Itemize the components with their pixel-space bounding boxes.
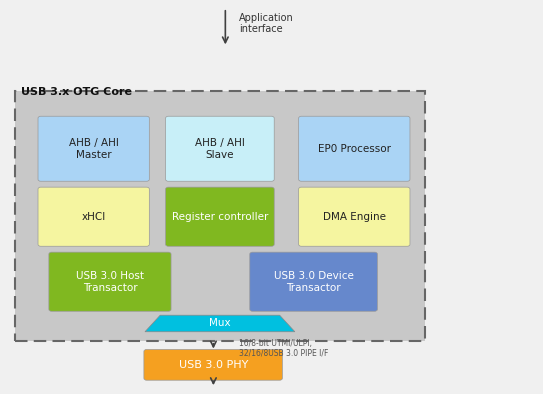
Text: USB 3.0 PHY: USB 3.0 PHY bbox=[179, 360, 248, 370]
Text: AHB / AHI
Master: AHB / AHI Master bbox=[69, 138, 118, 160]
Text: xHCI: xHCI bbox=[81, 212, 106, 222]
Text: USB 3.x OTG Core: USB 3.x OTG Core bbox=[21, 87, 131, 97]
Text: USB 3.0 Device
Transactor: USB 3.0 Device Transactor bbox=[274, 271, 353, 292]
Text: 16/8-bit UTMI/ULPI,
32/16/8USB 3.0 PIPE I/F: 16/8-bit UTMI/ULPI, 32/16/8USB 3.0 PIPE … bbox=[239, 338, 329, 358]
Polygon shape bbox=[145, 315, 295, 332]
FancyBboxPatch shape bbox=[299, 187, 410, 246]
Text: Application
interface: Application interface bbox=[239, 13, 294, 34]
FancyBboxPatch shape bbox=[49, 252, 171, 311]
Text: AHB / AHI
Slave: AHB / AHI Slave bbox=[195, 138, 245, 160]
Text: Mux: Mux bbox=[209, 318, 231, 329]
FancyBboxPatch shape bbox=[250, 252, 377, 311]
Text: USB 3.0 Host
Transactor: USB 3.0 Host Transactor bbox=[76, 271, 144, 292]
FancyBboxPatch shape bbox=[166, 187, 274, 246]
Text: EP0 Processor: EP0 Processor bbox=[318, 144, 391, 154]
FancyBboxPatch shape bbox=[299, 116, 410, 181]
FancyBboxPatch shape bbox=[15, 91, 425, 341]
FancyBboxPatch shape bbox=[144, 349, 282, 380]
FancyBboxPatch shape bbox=[38, 187, 149, 246]
Text: Register controller: Register controller bbox=[172, 212, 268, 222]
FancyBboxPatch shape bbox=[166, 116, 274, 181]
FancyBboxPatch shape bbox=[38, 116, 149, 181]
Text: DMA Engine: DMA Engine bbox=[323, 212, 386, 222]
